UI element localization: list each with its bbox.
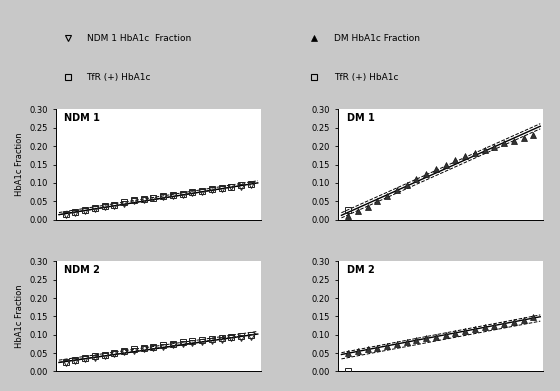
Text: DM HbA1c Fraction: DM HbA1c Fraction [334,34,419,43]
Text: DM 2: DM 2 [347,265,375,275]
Y-axis label: HbA1c Fraction: HbA1c Fraction [15,285,24,348]
Text: TfR (+) HbA1c: TfR (+) HbA1c [87,73,151,82]
Text: NDM 1: NDM 1 [64,113,100,123]
Text: DM 1: DM 1 [347,113,375,123]
Text: NDM 1 HbA1c  Fraction: NDM 1 HbA1c Fraction [87,34,191,43]
Text: NDM 2: NDM 2 [64,265,100,275]
Text: TfR (+) HbA1c: TfR (+) HbA1c [334,73,398,82]
Y-axis label: HbA1c Fraction: HbA1c Fraction [15,133,24,196]
